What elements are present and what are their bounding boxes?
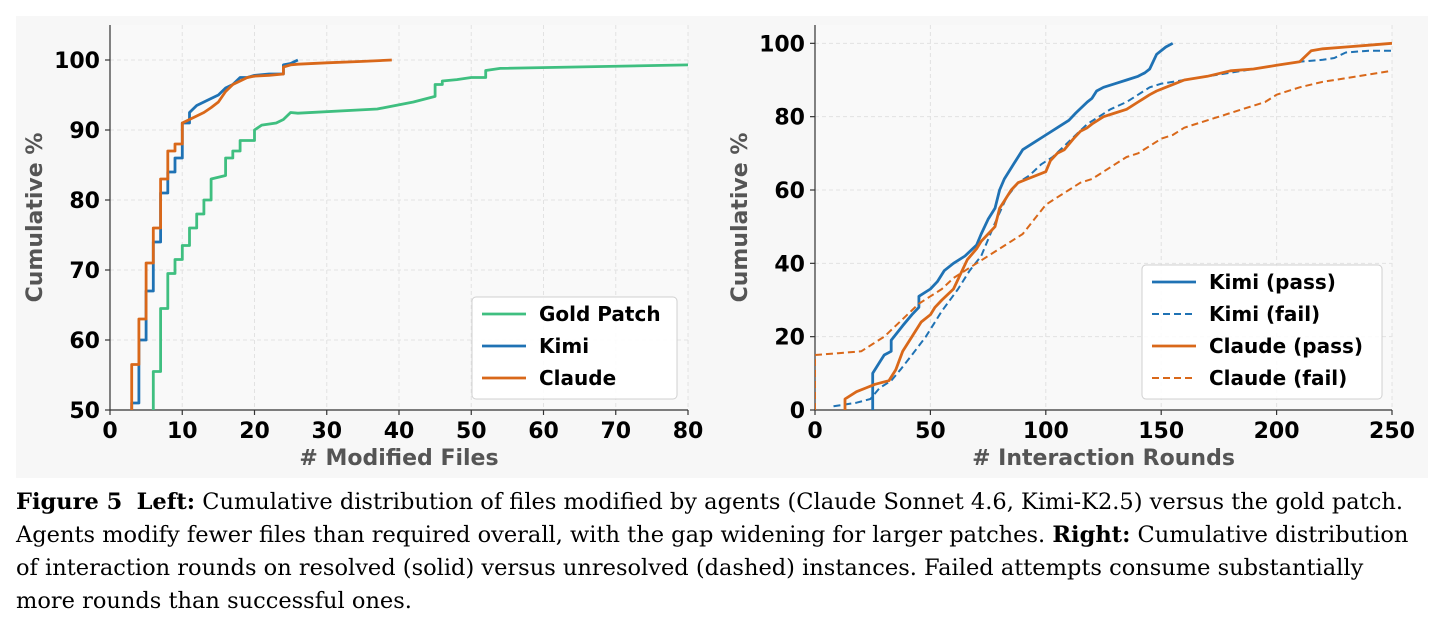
left-chart-panel: 0 10 20 30 40 50 60 70 80 50 60 70 80 90 100 # Modified…	[23, 25, 703, 471]
right-legend-label-kimi-fail: Kimi (fail)	[1209, 302, 1320, 326]
right-x-tick-label: 150	[1138, 419, 1184, 444]
right-x-tick-label: 200	[1254, 419, 1300, 444]
left-legend-label-kimi: Kimi	[539, 334, 589, 358]
right-series-claude-fail-line	[815, 69, 1392, 410]
caption-right-text: Cumulative distribution of interaction r…	[16, 522, 1409, 614]
right-x-tick-label: 50	[915, 419, 946, 444]
left-legend-box	[471, 296, 678, 400]
left-x-tick-label: 20	[239, 419, 270, 444]
left-y-axis-label: Cumulative %	[23, 133, 48, 303]
right-y-tick-label: 0	[790, 399, 805, 424]
left-x-tick-label: 50	[456, 419, 487, 444]
right-series-claude-pass-line	[843, 41, 1392, 410]
left-series-claude-line	[130, 58, 392, 410]
figure-caption: Figure 5 Left: Cumulative distribution o…	[16, 486, 1426, 618]
caption-left-text: Cumulative distribution of files modifie…	[16, 489, 1404, 548]
right-x-tick-label: 100	[1023, 419, 1069, 444]
right-y-tick-label: 100	[759, 32, 805, 57]
left-legend-label-claude: Claude	[539, 366, 616, 390]
left-x-tick-label: 0	[102, 419, 117, 444]
left-y-tick-label: 100	[54, 49, 100, 74]
left-x-tick-label: 70	[600, 419, 631, 444]
left-x-tick-label: 10	[167, 419, 198, 444]
right-legend-label-claude-fail: Claude (fail)	[1209, 366, 1347, 390]
right-x-tick-label: 250	[1369, 419, 1415, 444]
left-x-axis-label: # Modified Files	[299, 446, 498, 471]
left-x-tick-label: 40	[384, 419, 415, 444]
right-series-kimi-pass-line	[871, 42, 1174, 410]
figure: 0 10 20 30 40 50 60 70 80 50 60 70 80 90 100 # Modified…	[23, 25, 1415, 471]
right-legend-box	[1141, 264, 1383, 400]
left-x-tick-label: 80	[673, 419, 704, 444]
left-y-tick-label: 50	[69, 399, 100, 424]
right-y-tick-label: 40	[774, 252, 805, 277]
right-y-tick-label: 60	[774, 179, 805, 204]
right-y-tick-label: 20	[774, 326, 805, 351]
left-x-tick-label: 30	[311, 419, 342, 444]
left-y-tick-label: 60	[69, 329, 100, 354]
left-y-tick-label: 80	[69, 189, 100, 214]
right-y-tick-label: 80	[774, 106, 805, 131]
right-x-tick-label: 0	[807, 419, 822, 444]
right-legend-label-kimi-pass: Kimi (pass)	[1209, 270, 1336, 294]
caption-left-label: Left:	[136, 489, 196, 515]
left-y-tick-label: 70	[69, 259, 100, 284]
left-series-gold-patch-line	[151, 63, 688, 410]
left-y-tick-label: 90	[69, 119, 100, 144]
caption-right-label: Right:	[1052, 522, 1131, 548]
left-legend-label-gold-patch: Gold Patch	[539, 302, 661, 326]
right-y-axis-label: Cumulative %	[728, 133, 753, 303]
caption-figure-number: Figure 5	[16, 489, 123, 515]
left-x-tick-label: 60	[528, 419, 559, 444]
right-x-axis-label: # Interaction Rounds	[972, 446, 1235, 471]
right-legend-label-claude-pass: Claude (pass)	[1209, 334, 1363, 358]
